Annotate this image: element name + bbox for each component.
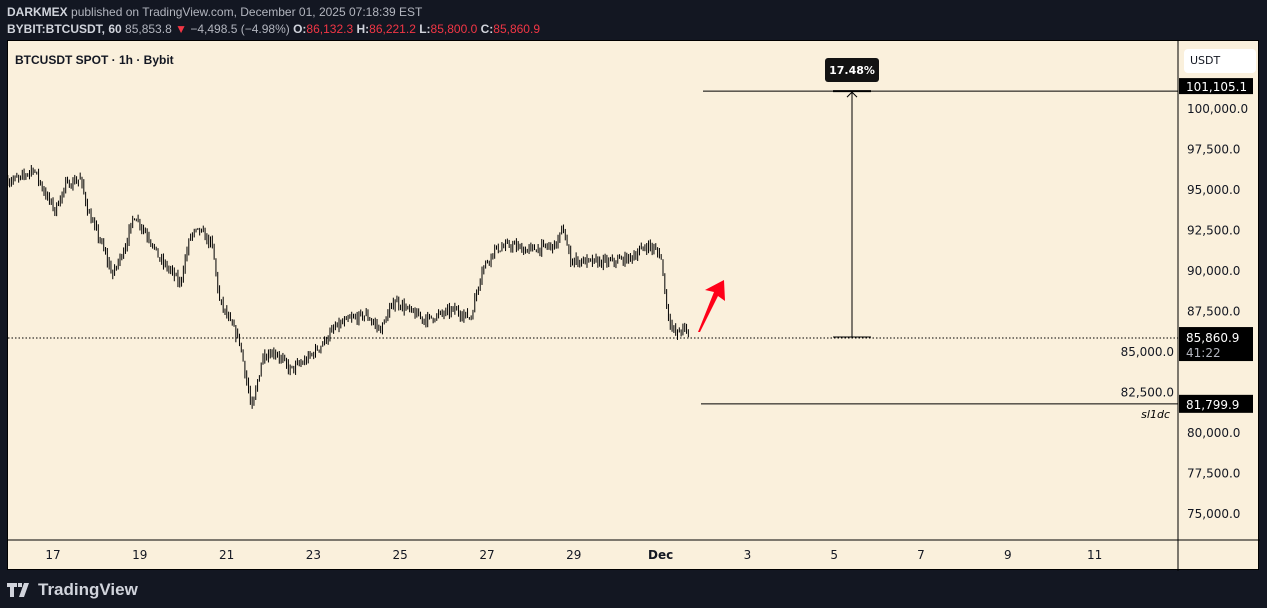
chart-title: BTCUSDT SPOT · 1h · Bybit — [15, 53, 174, 67]
red-arrow-icon — [698, 280, 725, 332]
tradingview-logo[interactable]: TradingView — [7, 580, 138, 600]
x-tick-label: 19 — [132, 548, 147, 562]
author[interactable]: DARKMEX — [7, 5, 68, 19]
x-tick-label: 17 — [45, 548, 60, 562]
x-tick-label: 29 — [566, 548, 581, 562]
x-tick-label: 5 — [830, 548, 838, 562]
publish-info: DARKMEX published on TradingView.com, De… — [7, 5, 422, 19]
x-tick-label: 27 — [479, 548, 494, 562]
x-tick-label: 11 — [1087, 548, 1102, 562]
down-triangle-icon: ▼ — [175, 22, 187, 36]
close-label: C: — [480, 22, 494, 36]
y-tick-label: 87,500.0 — [1187, 305, 1240, 319]
low-label: L: — [419, 22, 431, 36]
x-tick-label: 25 — [393, 548, 408, 562]
last-price: 85,853.8 — [125, 22, 172, 36]
y-tick-label: 97,500.0 — [1187, 143, 1240, 157]
high-value: 86,221.2 — [369, 22, 416, 36]
target-price-label: 101,105.1 — [1186, 80, 1247, 94]
stop-price-label: 81,799.9 — [1186, 398, 1239, 412]
price-change: −4,498.5 (−4.98%) — [190, 22, 290, 36]
x-tick-label: Dec — [648, 548, 673, 562]
y-tick-label: 92,500.0 — [1187, 224, 1240, 238]
y-tick-label: 100,000.0 — [1187, 102, 1248, 116]
low-value: 85,800.0 — [430, 22, 478, 36]
countdown-label: 41:22 — [1186, 346, 1221, 360]
chart-frame — [7, 40, 1259, 570]
close-value: 85,860.9 — [493, 22, 540, 36]
x-tick-label: 7 — [917, 548, 925, 562]
current-price-tag — [1179, 327, 1253, 362]
brand-name: TradingView — [38, 580, 138, 599]
x-tick-label: 3 — [744, 548, 752, 562]
measure-percent-badge — [825, 58, 879, 82]
y-tick-label: 85,000.0 — [1121, 345, 1174, 359]
x-tick-label: 9 — [1004, 548, 1012, 562]
y-tick-label: 82,500.0 — [1121, 386, 1174, 400]
stop-price-tag — [1179, 394, 1253, 413]
y-tick-label: 75,000.0 — [1187, 507, 1240, 521]
ohlc-legend: BYBIT:BTCUSDT, 60 85,853.8 ▼ −4,498.5 (−… — [7, 22, 540, 36]
y-tick-label: 80,000.0 — [1187, 426, 1240, 440]
stop-line-text: sl1dc — [1141, 408, 1170, 421]
symbol-label: BYBIT:BTCUSDT, 60 — [7, 22, 122, 36]
current-price-label: 85,860.9 — [1186, 331, 1239, 345]
x-tick-label: 23 — [306, 548, 321, 562]
high-label: H: — [356, 22, 370, 36]
y-tick-label: 95,000.0 — [1187, 183, 1240, 197]
y-tick-label: 90,000.0 — [1187, 264, 1240, 278]
measure-arrowhead-icon — [846, 91, 858, 98]
open-label: O: — [293, 22, 307, 36]
x-tick-label: 21 — [219, 548, 234, 562]
open-value: 86,132.3 — [306, 22, 354, 36]
publish-text: published on TradingView.com, December 0… — [71, 5, 423, 19]
target-price-tag — [1179, 78, 1253, 95]
y-tick-label: 77,500.0 — [1187, 467, 1240, 481]
measure-percent-label: 17.48% — [829, 64, 875, 77]
currency-selector[interactable]: USDT — [1184, 49, 1256, 73]
tradingview-logo-icon — [7, 583, 29, 597]
